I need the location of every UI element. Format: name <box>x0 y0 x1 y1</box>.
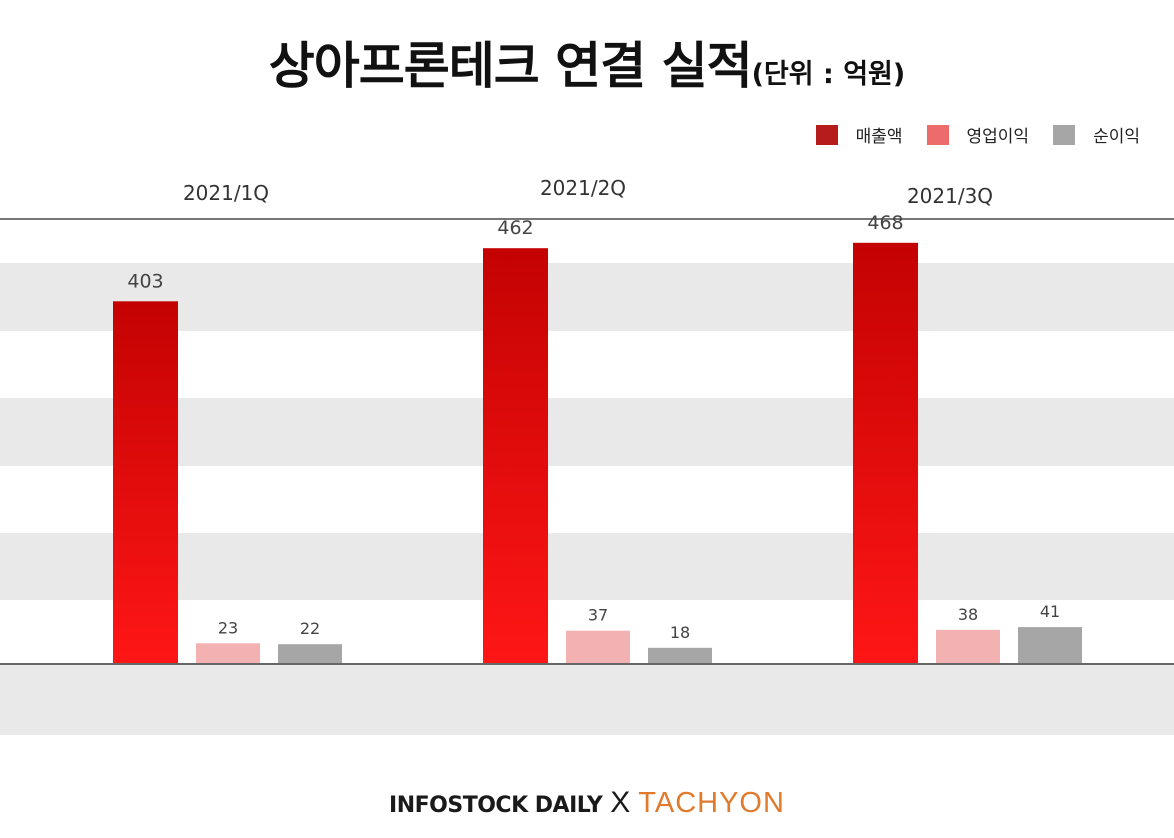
category-label-2: 2021/2Q <box>540 176 626 200</box>
bar-operating-profit-3 <box>936 629 1000 664</box>
bar-revenue-2 <box>483 248 548 664</box>
chart-title: 상아프론테크 연결 실적(단위 : 억원) <box>0 26 1174 98</box>
value-label-operating-profit-2: 37 <box>588 606 608 625</box>
value-label-net-profit-3: 41 <box>1040 602 1060 621</box>
legend-label-revenue: 매출액 <box>855 127 903 147</box>
category-labels: 2021/1Q 2021/2Q 2021/3Q <box>183 176 993 208</box>
tachyon-logo: TACHYON <box>638 787 785 819</box>
value-label-revenue-2: 462 <box>497 217 533 239</box>
background-band-1 <box>0 263 1174 331</box>
bar-revenue-3 <box>853 242 918 665</box>
legend-swatch-operating-profit <box>926 124 949 145</box>
background-band-3 <box>0 533 1174 600</box>
footer: INFOSTOCK DAILY X TACHYON <box>0 786 1174 820</box>
value-label-revenue-3: 468 <box>867 212 903 234</box>
value-label-net-profit-1: 22 <box>300 619 320 638</box>
value-label-revenue-1: 403 <box>127 270 163 292</box>
legend-item-net-profit: 순이익 <box>1053 122 1140 147</box>
bar-operating-profit-1 <box>196 643 260 664</box>
legend-label-operating-profit: 영업이익 <box>966 127 1030 147</box>
category-label-1: 2021/1Q <box>183 181 269 205</box>
value-label-operating-profit-1: 23 <box>218 618 238 637</box>
legend-label-net-profit: 순이익 <box>1093 127 1140 147</box>
value-label-net-profit-2: 18 <box>670 623 690 642</box>
value-labels: 403 462 468 23 37 38 22 18 41 <box>127 212 1060 642</box>
footer-separator: X <box>610 786 631 819</box>
value-label-operating-profit-3: 38 <box>958 605 978 624</box>
unit-text: (단위 : 억원) <box>751 59 906 90</box>
bar-operating-profit-2 <box>566 630 630 664</box>
category-label-3: 2021/3Q <box>907 184 993 208</box>
legend-swatch-net-profit <box>1053 124 1076 145</box>
legend-swatch-revenue <box>815 124 838 145</box>
background-band-2 <box>0 398 1174 466</box>
legend: 매출액 영업이익 순이익 <box>792 122 1140 147</box>
background-bands <box>0 263 1174 735</box>
bar-net-profit-1 <box>278 644 342 664</box>
title-text: 상아프론테크 연결 실적 <box>268 37 753 95</box>
legend-item-revenue: 매출액 <box>815 122 903 147</box>
infostock-logo: INFOSTOCK DAILY <box>389 793 603 818</box>
bars <box>113 242 1082 665</box>
legend-item-operating-profit: 영업이익 <box>926 122 1030 147</box>
background-band-4 <box>0 664 1174 735</box>
bar-net-profit-2 <box>648 647 712 664</box>
bar-net-profit-3 <box>1018 627 1082 664</box>
bar-revenue-1 <box>113 301 178 664</box>
